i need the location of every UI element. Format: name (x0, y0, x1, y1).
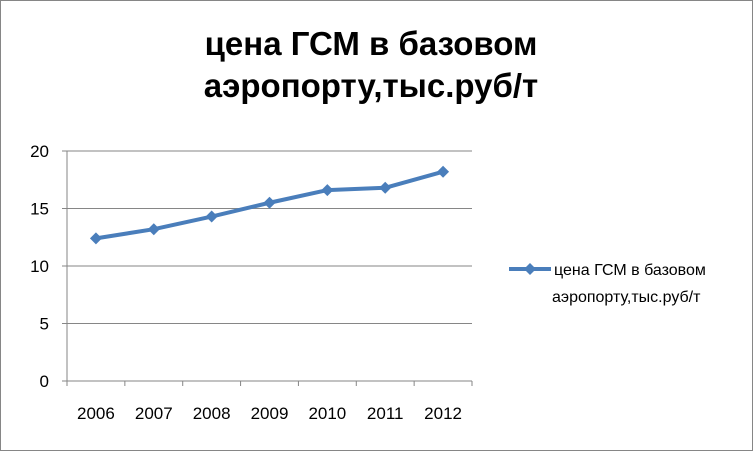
data-point-marker (147, 223, 160, 236)
legend-marker (524, 263, 536, 275)
x-tick-label: 2012 (424, 404, 462, 423)
data-point-marker (263, 196, 276, 209)
data-point-marker (321, 184, 334, 197)
y-tick-label: 10 (30, 257, 49, 276)
x-tick-label: 2007 (135, 404, 173, 423)
x-tick-label: 2006 (77, 404, 115, 423)
x-tick-label: 2011 (367, 404, 404, 423)
x-tick-label: 2009 (251, 404, 289, 423)
y-tick-label: 5 (40, 315, 49, 334)
chart-title: цена ГСМ в базовом аэропорту,тыс.руб/т (203, 25, 539, 104)
data-point-marker (205, 210, 218, 223)
y-tick-label: 0 (40, 372, 49, 391)
y-tick-label: 15 (30, 200, 49, 219)
x-tick-label: 2008 (193, 404, 231, 423)
legend-label: цена ГСМ в базовом (554, 262, 706, 279)
data-point-marker (379, 181, 392, 194)
legend-label: аэропорту,тыс.руб/т (552, 289, 701, 306)
data-point-marker (89, 232, 102, 245)
x-tick-label: 2010 (308, 404, 346, 423)
data-point-marker (437, 165, 450, 178)
y-tick-label: 20 (30, 142, 49, 161)
